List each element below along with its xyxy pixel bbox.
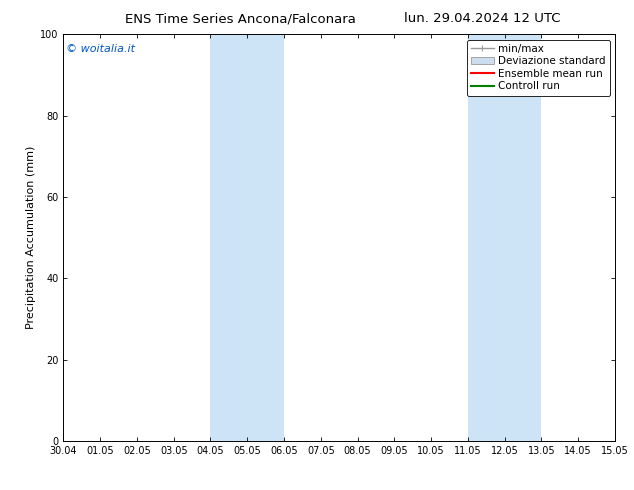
Bar [468, 34, 541, 441]
Text: lun. 29.04.2024 12 UTC: lun. 29.04.2024 12 UTC [404, 12, 560, 25]
Text: © woitalia.it: © woitalia.it [66, 45, 135, 54]
Bar [210, 34, 284, 441]
Legend: min/max, Deviazione standard, Ensemble mean run, Controll run: min/max, Deviazione standard, Ensemble m… [467, 40, 610, 96]
Y-axis label: Precipitation Accumulation (mm): Precipitation Accumulation (mm) [26, 146, 36, 329]
Text: ENS Time Series Ancona/Falconara: ENS Time Series Ancona/Falconara [126, 12, 356, 25]
